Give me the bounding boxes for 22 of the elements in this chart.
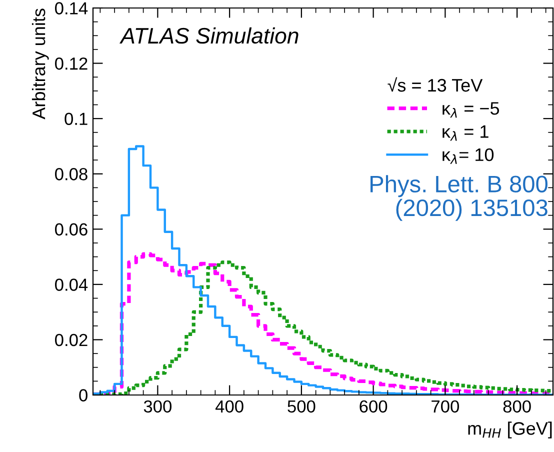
y-tick-label: 0.14 (55, 2, 88, 14)
legend-label: κ$_{λ}$ = 1 (442, 125, 488, 141)
x-tick-label: 300 (144, 400, 172, 413)
y-tick-label: 0.1 (64, 112, 88, 126)
x-tick-label: 600 (360, 400, 388, 413)
legend-title: √s = 13 TeV (388, 77, 483, 92)
legend-label: κ$_{λ}$= 10 (442, 148, 494, 164)
y-axis-title: Arbitrary units (32, 8, 49, 120)
y-tick-label: 0.02 (55, 334, 88, 346)
y-tick-label: 0.04 (55, 278, 88, 291)
annotation: Phys. Lett. B 800 (2020) 135103 (370, 175, 548, 221)
x-axis-title: m$_{HH}$ [GeV] (468, 422, 552, 438)
y-tick-label: 0.06 (55, 223, 88, 236)
y-tick-label: 0 (79, 389, 88, 402)
y-tick-label: 0.08 (55, 168, 88, 180)
x-tick-label: 700 (432, 400, 459, 413)
y-tick-label: 0.12 (55, 57, 88, 70)
x-tick-label: 400 (215, 400, 244, 413)
x-tick-label: 500 (288, 400, 316, 413)
legend-label: κ$_{λ}$ = −5 (442, 102, 500, 118)
x-tick-label: 800 (503, 400, 531, 413)
annotation: ATLAS Simulation (120, 27, 298, 44)
